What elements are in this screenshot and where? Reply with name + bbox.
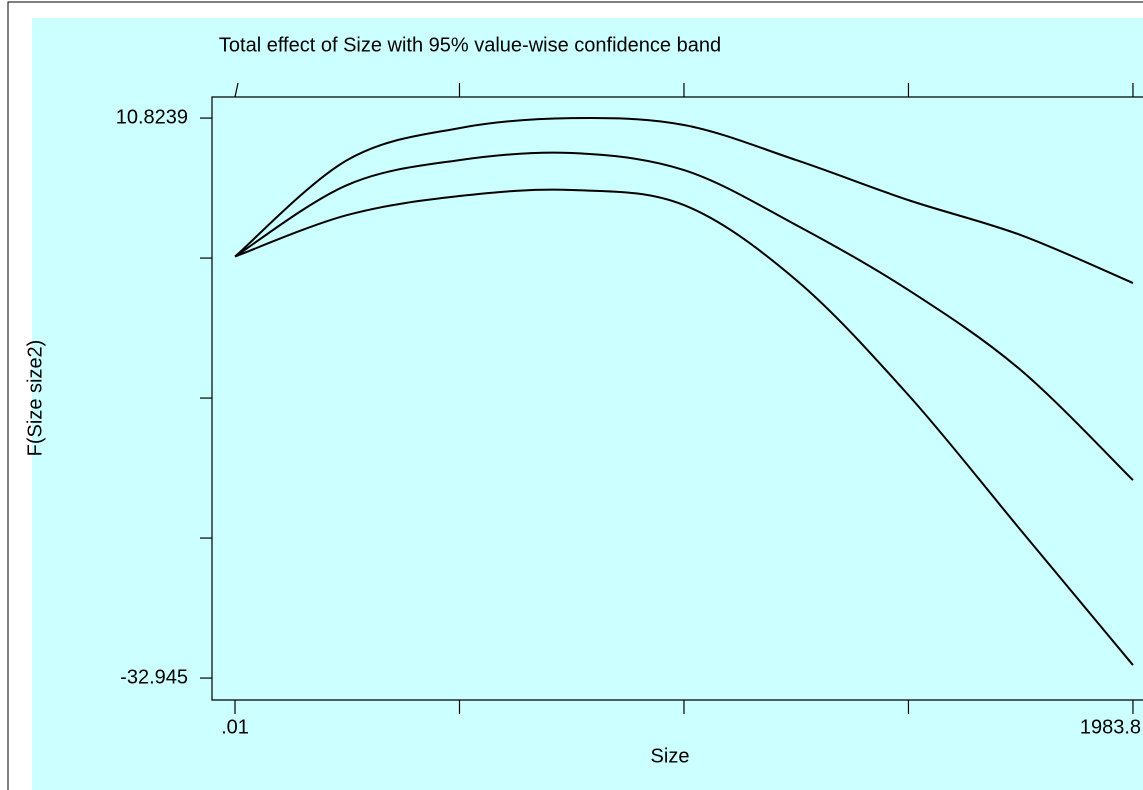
series-line [234,151,1134,481]
frame [7,1,1143,790]
x-tick-label: .01 [221,716,249,738]
y-tick-label: -32.945 [120,666,188,688]
y-tick-label: 10.8239 [116,106,188,128]
x-axis-label: Size [651,745,690,767]
y-axis-label: F(Size size2) [24,340,46,457]
background [32,18,1143,790]
chart-title: Total effect of Size with 95% value-wise… [219,34,721,56]
x-tick-top [234,82,239,98]
series-line [234,116,1134,284]
x-tick-label: 1983.8 [1080,716,1141,738]
series-line [234,188,1134,666]
